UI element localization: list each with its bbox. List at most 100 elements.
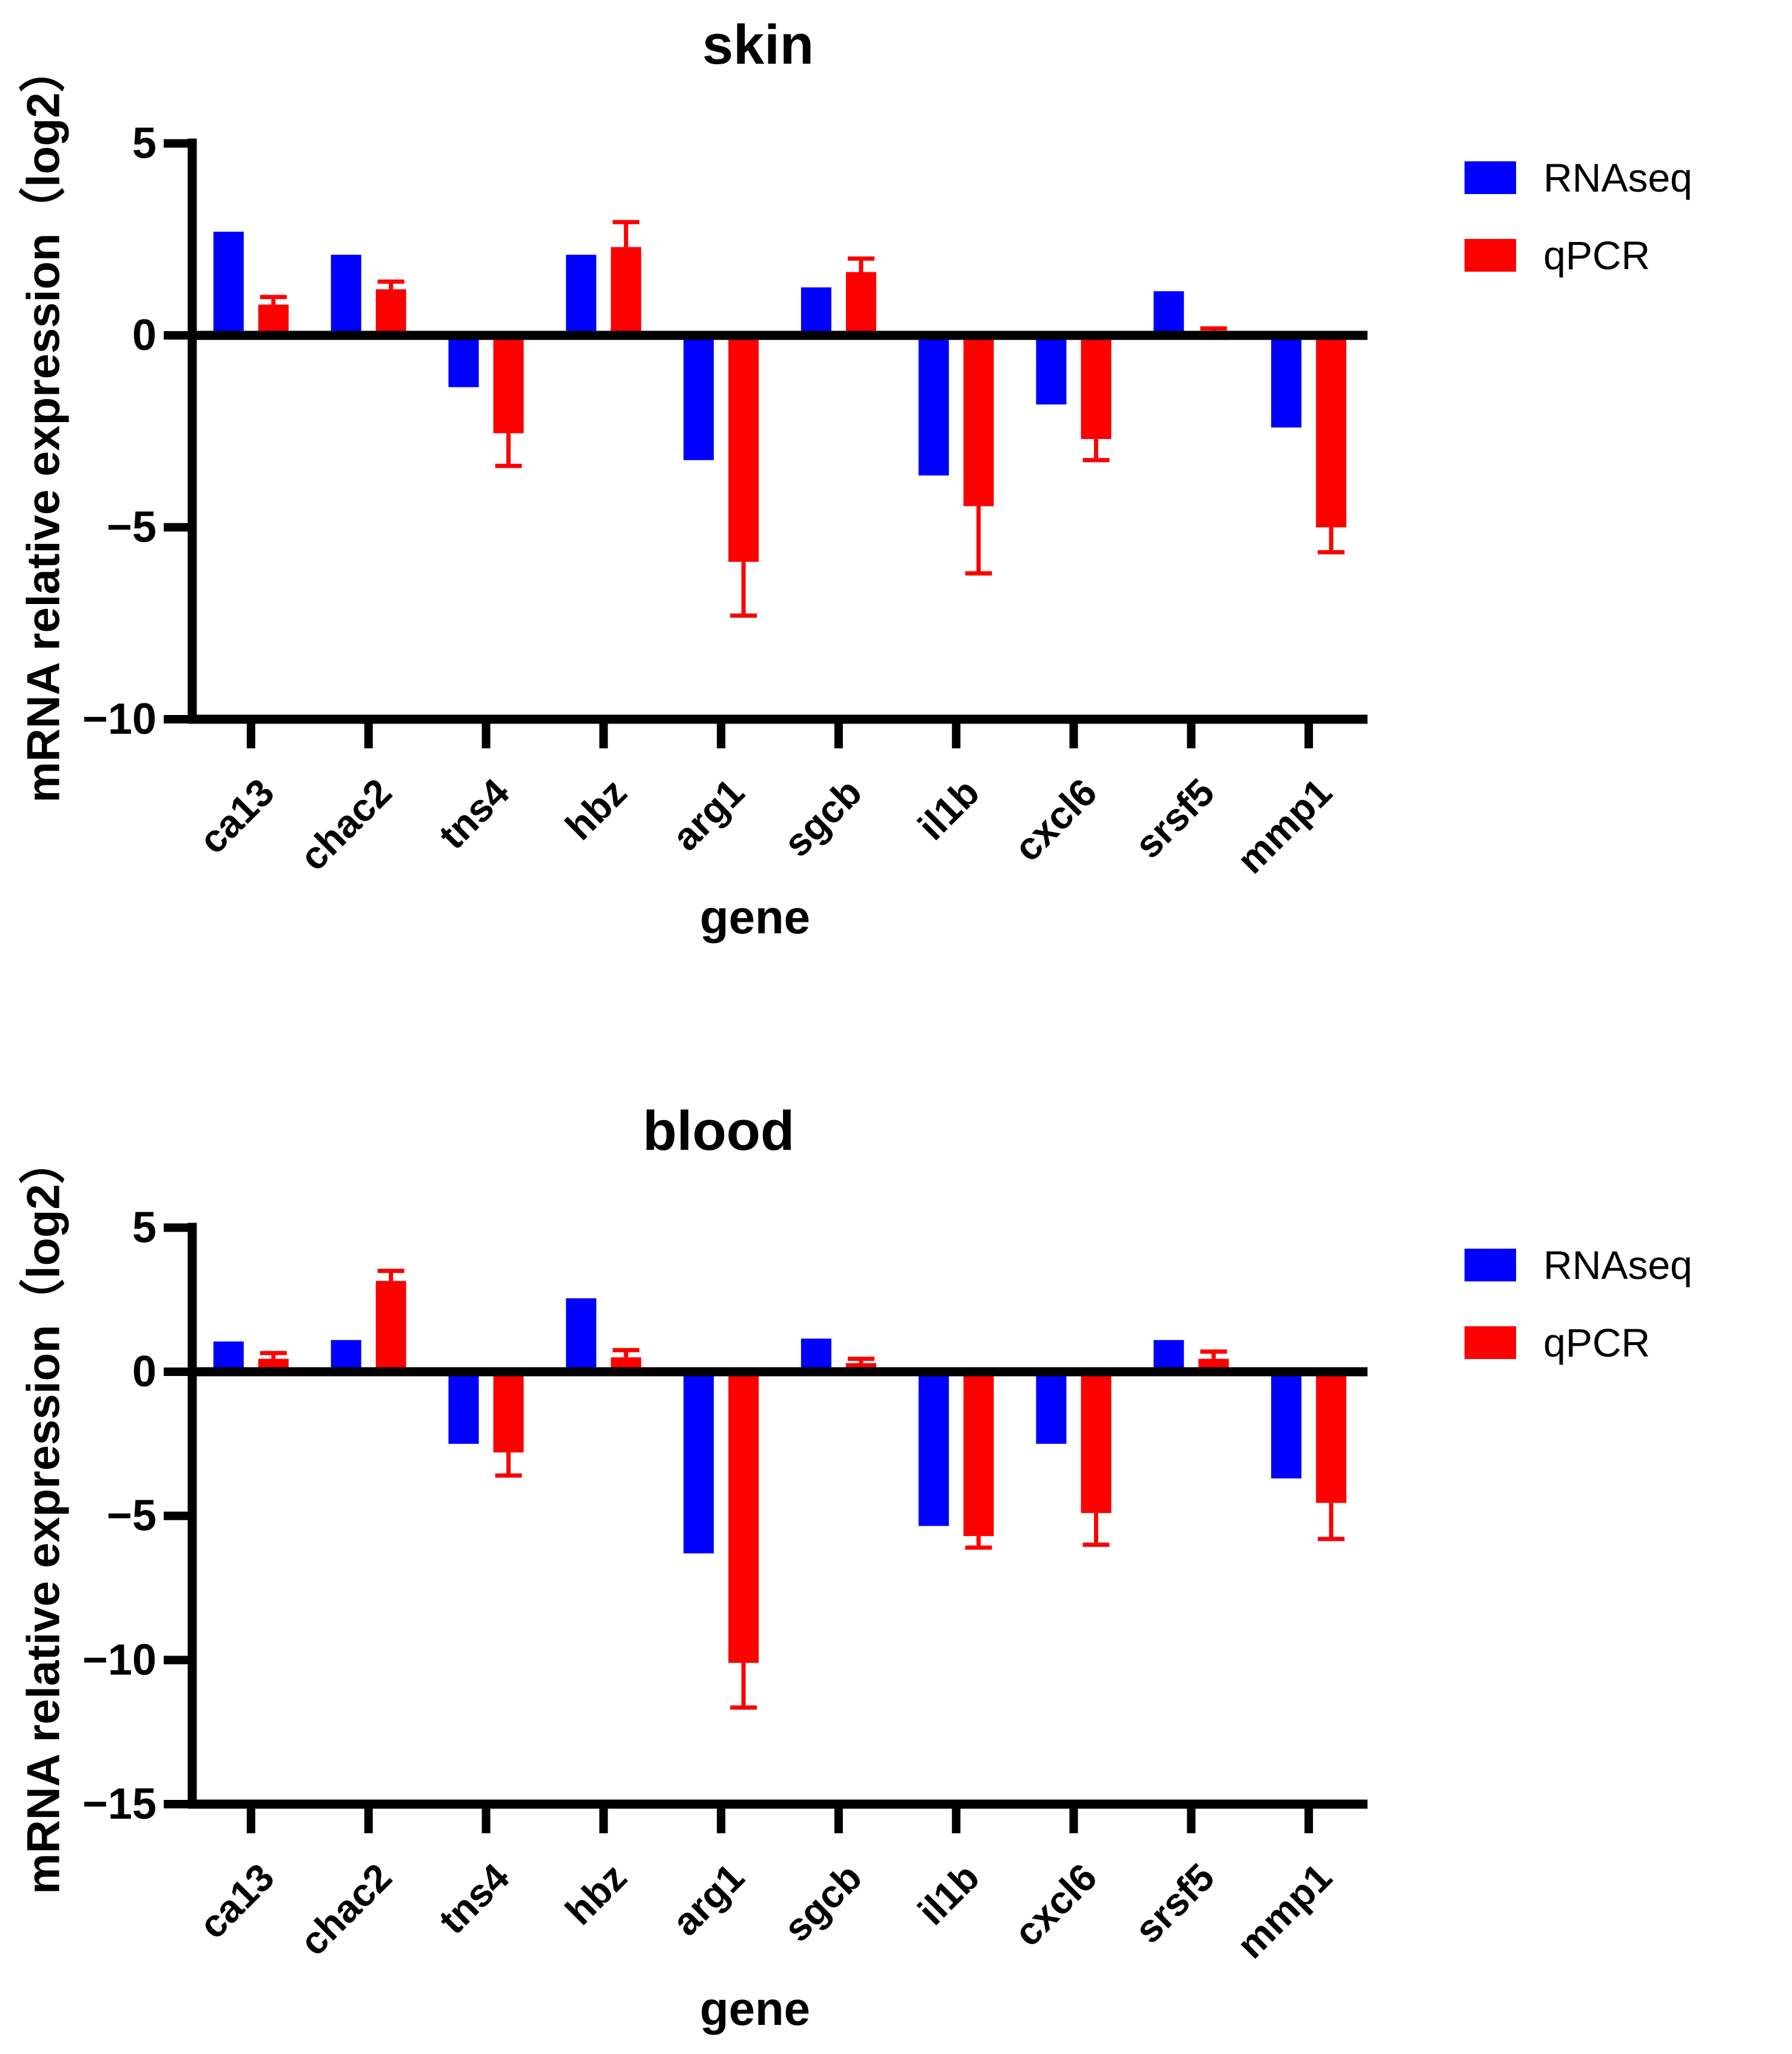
y-tick-label--10: −10 <box>82 1636 156 1684</box>
bar-blood-hbz-RNAseq <box>566 1298 597 1372</box>
gene-label-blood-tns4: tns4 <box>430 1855 517 1942</box>
bar-blood-il1b-qPCR <box>963 1372 994 1536</box>
y-axis-title-blood: mRNA relative expression（log2） <box>18 1138 70 1894</box>
bar-skin-hbz-qPCR <box>611 247 642 335</box>
gene-label-skin-chac2: chac2 <box>291 770 400 879</box>
errorbar-blood-tns4-qPCR <box>495 1452 522 1478</box>
bar-skin-hbz-RNAseq <box>566 255 597 335</box>
gene-label-blood-chac2: chac2 <box>291 1855 400 1964</box>
legend-item-blood-qPCR: qPCR <box>1465 1320 1650 1365</box>
bar-skin-sgcb-qPCR <box>845 272 876 335</box>
chart-title-blood: blood <box>643 1100 794 1162</box>
chart-skin: 5 0 −5 −10 ca13 chac2 tns4 hbz arg1 sgcb il1b cxcl6… <box>18 14 1693 944</box>
bar-blood-srsf5-RNAseq <box>1153 1340 1184 1372</box>
y-tick-label--5: −5 <box>107 503 156 552</box>
y-tick-label-5: 5 <box>132 119 156 168</box>
gene-label-blood-cxcl6: cxcl6 <box>1005 1855 1105 1955</box>
y-tick-label--10: −10 <box>82 695 156 743</box>
gene-label-blood-arg1: arg1 <box>663 1855 753 1944</box>
gene-label-skin-mmp1: mmp1 <box>1229 770 1340 882</box>
bar-skin-mmp1-RNAseq <box>1271 335 1302 428</box>
y-axis-title-skin: mRNA relative expression（log2） <box>18 46 70 802</box>
errorbar-blood-arg1-qPCR <box>730 1663 757 1710</box>
bar-blood-cxcl6-RNAseq <box>1036 1372 1067 1444</box>
bar-skin-arg1-qPCR <box>728 335 759 562</box>
errorbar-blood-cxcl6-qPCR <box>1082 1512 1110 1547</box>
errorbar-blood-chac2-qPCR <box>377 1269 404 1281</box>
chart-blood: 5 0 −5 −10 −15 ca13 chac2 tns4 hbz arg1 sgcb il1b cx… <box>18 1100 1693 2035</box>
bar-skin-cxcl6-RNAseq <box>1036 335 1067 404</box>
bar-skin-tns4-RNAseq <box>448 335 479 388</box>
legend-swatch-RNAseq <box>1465 1249 1516 1281</box>
y-tick-label--5: −5 <box>107 1492 156 1540</box>
bar-blood-ca13-RNAseq <box>213 1341 244 1372</box>
legend-swatch-qPCR <box>1465 239 1516 272</box>
errorbar-blood-sgcb-qPCR <box>847 1357 874 1363</box>
y-tick-label--15: −15 <box>82 1780 156 1828</box>
gene-label-skin-il1b: il1b <box>910 770 988 848</box>
bar-skin-tns4-qPCR <box>493 335 524 434</box>
bar-skin-cxcl6-qPCR <box>1081 335 1112 439</box>
errorbar-skin-arg1-qPCR <box>730 562 757 618</box>
bar-skin-sgcb-RNAseq <box>800 287 831 335</box>
errorbar-skin-hbz-qPCR <box>612 220 640 247</box>
legend-label-qPCR: qPCR <box>1543 233 1650 278</box>
legend-swatch-RNAseq <box>1465 161 1516 194</box>
gene-label-blood-mmp1: mmp1 <box>1229 1855 1340 1967</box>
chart-title-skin: skin <box>702 14 814 76</box>
x-axis-title-skin: gene <box>700 890 810 944</box>
bar-blood-arg1-RNAseq <box>683 1372 714 1554</box>
gene-label-blood-il1b: il1b <box>910 1855 988 1933</box>
errorbar-blood-srsf5-qPCR <box>1200 1349 1227 1359</box>
bar-skin-chac2-qPCR <box>375 289 406 335</box>
bar-skin-ca13-qPCR <box>258 304 289 335</box>
gene-label-skin-hbz: hbz <box>557 770 635 848</box>
bar-blood-cxcl6-qPCR <box>1081 1372 1112 1513</box>
errorbar-blood-ca13-qPCR <box>260 1351 287 1359</box>
y-tick-label-0: 0 <box>132 311 156 360</box>
gene-label-skin-ca13: ca13 <box>190 770 283 862</box>
bar-blood-tns4-RNAseq <box>448 1372 479 1444</box>
gene-label-blood-hbz: hbz <box>557 1855 635 1933</box>
errorbar-skin-il1b-qPCR <box>965 506 992 576</box>
legend-label-RNAseq: RNAseq <box>1543 155 1693 200</box>
errorbar-blood-hbz-qPCR <box>612 1348 640 1358</box>
bar-blood-tns4-qPCR <box>493 1372 524 1453</box>
errorbar-skin-cxcl6-qPCR <box>1082 438 1110 463</box>
gene-label-skin-srsf5: srsf5 <box>1126 770 1223 867</box>
errorbar-blood-mmp1-qPCR <box>1318 1503 1345 1542</box>
bar-blood-chac2-qPCR <box>375 1281 406 1372</box>
gene-label-skin-cxcl6: cxcl6 <box>1005 770 1105 870</box>
y-tick-label-5: 5 <box>132 1203 156 1252</box>
bar-skin-mmp1-qPCR <box>1316 335 1347 528</box>
errorbar-skin-sgcb-qPCR <box>847 256 874 272</box>
gene-label-skin-sgcb: sgcb <box>775 770 870 865</box>
legend-item-blood-RNAseq: RNAseq <box>1465 1243 1693 1287</box>
legend-label-qPCR: qPCR <box>1543 1320 1650 1365</box>
x-axis-title-blood: gene <box>700 1982 810 2035</box>
bar-blood-il1b-RNAseq <box>918 1372 949 1526</box>
legend-item-skin-RNAseq: RNAseq <box>1465 155 1693 200</box>
bar-skin-ca13-RNAseq <box>213 232 244 335</box>
gene-label-skin-tns4: tns4 <box>430 770 517 858</box>
errorbar-skin-chac2-qPCR <box>377 279 404 290</box>
bar-blood-chac2-RNAseq <box>331 1340 361 1372</box>
bar-skin-il1b-qPCR <box>963 335 994 506</box>
gene-label-blood-ca13: ca13 <box>190 1855 283 1947</box>
legend-label-RNAseq: RNAseq <box>1543 1243 1693 1287</box>
bar-blood-arg1-qPCR <box>728 1372 759 1663</box>
bar-skin-srsf5-RNAseq <box>1153 291 1184 335</box>
bar-skin-chac2-RNAseq <box>331 255 361 335</box>
errorbar-skin-ca13-qPCR <box>260 295 287 305</box>
errorbar-skin-tns4-qPCR <box>495 433 522 468</box>
legend-item-skin-qPCR: qPCR <box>1465 233 1650 278</box>
legend-swatch-qPCR <box>1465 1326 1516 1359</box>
gene-label-blood-sgcb: sgcb <box>775 1855 870 1950</box>
bar-skin-il1b-RNAseq <box>918 335 949 476</box>
bar-skin-arg1-RNAseq <box>683 335 714 460</box>
bar-blood-sgcb-RNAseq <box>800 1338 831 1372</box>
y-tick-label-0: 0 <box>132 1348 156 1396</box>
errorbar-blood-il1b-qPCR <box>965 1535 992 1550</box>
